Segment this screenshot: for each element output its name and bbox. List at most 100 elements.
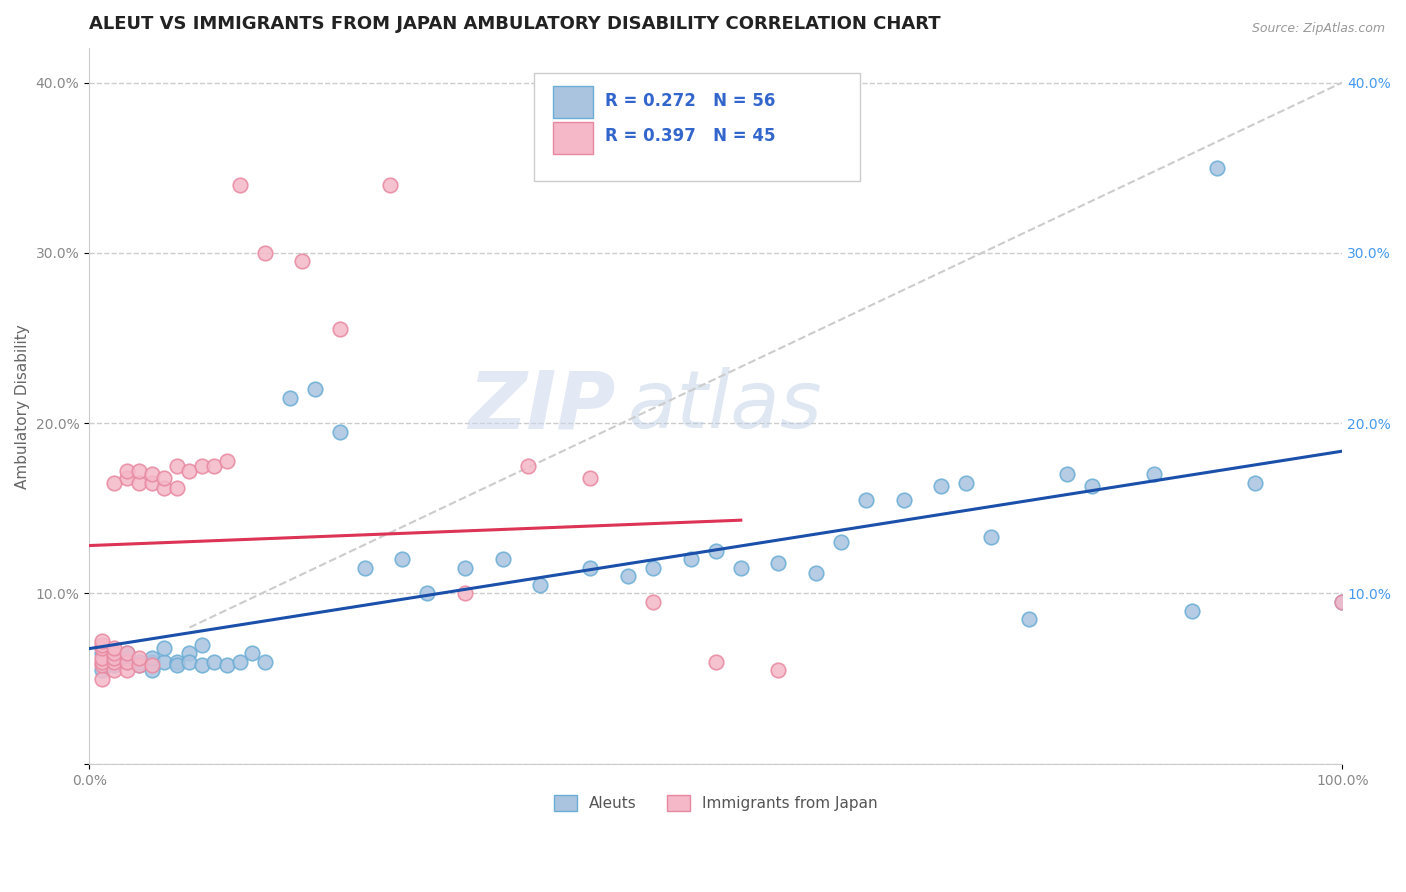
Point — [166, 658, 188, 673]
FancyBboxPatch shape — [553, 87, 593, 118]
Point — [855, 492, 877, 507]
Point — [103, 646, 125, 660]
Point — [166, 458, 188, 473]
Point — [204, 655, 226, 669]
Point — [128, 475, 150, 490]
Point — [641, 595, 664, 609]
Point — [730, 561, 752, 575]
Text: ZIP: ZIP — [468, 368, 616, 445]
Point — [454, 586, 477, 600]
Point — [153, 481, 176, 495]
Point — [90, 655, 112, 669]
Point — [516, 458, 538, 473]
Text: ALEUT VS IMMIGRANTS FROM JAPAN AMBULATORY DISABILITY CORRELATION CHART: ALEUT VS IMMIGRANTS FROM JAPAN AMBULATOR… — [89, 15, 941, 33]
Point — [115, 464, 138, 478]
Point — [128, 655, 150, 669]
Point — [103, 655, 125, 669]
Point — [228, 178, 250, 192]
Point — [90, 663, 112, 677]
Point — [804, 566, 827, 580]
Point — [103, 640, 125, 655]
Point — [291, 254, 314, 268]
Point — [115, 471, 138, 485]
Point — [1018, 612, 1040, 626]
Point — [416, 586, 439, 600]
Point — [141, 475, 163, 490]
Point — [980, 530, 1002, 544]
Point — [103, 475, 125, 490]
Point — [679, 552, 702, 566]
Point — [353, 561, 375, 575]
Point — [492, 552, 515, 566]
Point — [90, 646, 112, 660]
Point — [329, 425, 352, 439]
Point — [115, 663, 138, 677]
Point — [115, 646, 138, 660]
FancyBboxPatch shape — [534, 73, 860, 181]
Point — [141, 655, 163, 669]
Point — [191, 458, 214, 473]
Point — [704, 655, 727, 669]
Point — [215, 658, 238, 673]
Point — [153, 640, 176, 655]
Point — [141, 651, 163, 665]
Point — [115, 646, 138, 660]
Point — [579, 471, 602, 485]
Point — [179, 655, 201, 669]
Point — [579, 561, 602, 575]
Point — [704, 544, 727, 558]
Point — [253, 245, 276, 260]
Point — [830, 535, 852, 549]
Point — [115, 655, 138, 669]
Point — [641, 561, 664, 575]
Point — [955, 475, 977, 490]
Point — [329, 322, 352, 336]
Point — [617, 569, 640, 583]
Point — [1331, 595, 1354, 609]
Point — [191, 658, 214, 673]
Point — [141, 663, 163, 677]
Point — [141, 658, 163, 673]
Point — [90, 638, 112, 652]
Point — [90, 640, 112, 655]
Legend: Aleuts, Immigrants from Japan: Aleuts, Immigrants from Japan — [547, 789, 884, 817]
Point — [90, 634, 112, 648]
Text: atlas: atlas — [628, 368, 823, 445]
Point — [529, 578, 551, 592]
Point — [166, 481, 188, 495]
Point — [166, 655, 188, 669]
Point — [90, 651, 112, 665]
Point — [768, 556, 790, 570]
Point — [1143, 467, 1166, 482]
Point — [141, 467, 163, 482]
Point — [278, 391, 301, 405]
Point — [204, 458, 226, 473]
Point — [103, 658, 125, 673]
Text: R = 0.397   N = 45: R = 0.397 N = 45 — [606, 127, 776, 145]
Point — [1181, 603, 1204, 617]
Point — [1056, 467, 1078, 482]
Point — [115, 655, 138, 669]
Point — [90, 672, 112, 686]
Point — [128, 464, 150, 478]
Point — [391, 552, 413, 566]
Point — [179, 646, 201, 660]
Point — [893, 492, 915, 507]
Point — [1206, 161, 1229, 175]
Point — [128, 658, 150, 673]
Point — [128, 651, 150, 665]
Point — [304, 382, 326, 396]
Point — [103, 651, 125, 665]
Point — [103, 663, 125, 677]
Point — [1243, 475, 1265, 490]
Y-axis label: Ambulatory Disability: Ambulatory Disability — [15, 324, 30, 489]
Point — [228, 655, 250, 669]
Point — [454, 561, 477, 575]
Point — [90, 658, 112, 673]
Point — [153, 471, 176, 485]
Point — [215, 453, 238, 467]
Point — [768, 663, 790, 677]
Point — [128, 658, 150, 673]
Point — [378, 178, 401, 192]
Point — [103, 655, 125, 669]
